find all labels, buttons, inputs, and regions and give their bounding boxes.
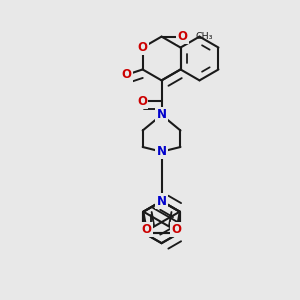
- Text: N: N: [157, 108, 166, 122]
- Text: CH₃: CH₃: [195, 32, 213, 41]
- Text: N: N: [157, 145, 166, 158]
- Text: O: O: [172, 223, 182, 236]
- Text: O: O: [137, 95, 147, 108]
- Text: O: O: [122, 68, 131, 81]
- Text: O: O: [178, 30, 188, 43]
- Text: O: O: [142, 223, 152, 236]
- Text: O: O: [138, 41, 148, 54]
- Text: N: N: [157, 195, 166, 208]
